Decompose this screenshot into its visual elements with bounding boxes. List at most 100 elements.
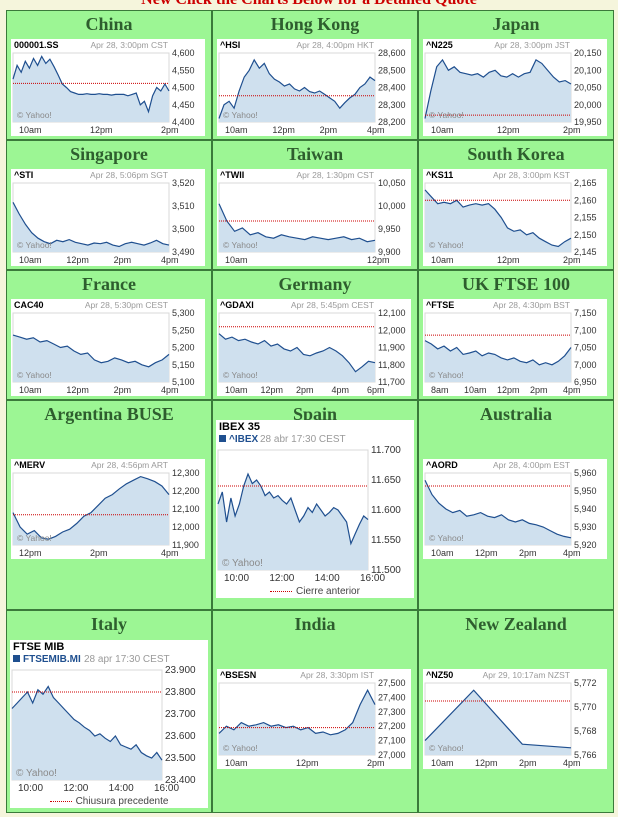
x-tick-label: 10am [19,385,42,395]
page-banner[interactable]: New Click the Charts Below for a Detaile… [0,0,618,8]
series-area [425,690,571,755]
index-chart[interactable]: 28,600 28,500 28,400 28,300 28,200 10am 12pm 2p… [217,39,411,136]
yahoo-watermark: © Yahoo! [429,110,464,120]
timestamp: Apr 28, 1:30pm CST [296,170,374,180]
x-tick-label: 4pm [563,385,581,395]
index-chart[interactable]: 12,300 12,200 12,100 12,000 11,900 12pm 2pm 4pm… [11,459,205,559]
y-tick-label: 5,770 [574,702,597,712]
region-italy[interactable]: Italy 23.900 23.800 23.700 23.600 23.500 23.40… [6,610,212,813]
y-tick-label: 11.650 [371,475,401,486]
series-area [13,202,169,252]
region-hong-kong[interactable]: Hong Kong 28,600 28,500 28,400 28,300 28,200 1… [212,10,418,140]
y-tick-label: 23.400 [165,775,196,786]
x-tick-label: 12pm [497,255,520,265]
series-area [425,59,571,122]
series-area [13,335,169,382]
index-chart[interactable]: 4,600 4,550 4,500 4,450 4,400 10am 12pm 2pm © Ya… [11,39,205,136]
timestamp: 28 apr 17:30 CEST [84,654,170,665]
y-tick-label: 20,150 [574,48,602,58]
x-tick-label: 2pm [296,385,314,395]
series-line [12,334,170,368]
timestamp: Apr 28, 3:30pm IST [300,670,374,680]
yahoo-watermark: © Yahoo! [16,768,57,779]
region-singapore[interactable]: Singapore 3,520 3,510 3,500 3,490 10am 12pm 2pm… [6,140,212,270]
y-tick-label: 5,300 [172,308,195,318]
y-tick-label: 7,150 [574,308,597,318]
x-tick-label: 14:00 [109,783,134,794]
x-tick-label: 2pm [320,125,338,135]
region-taiwan[interactable]: Taiwan 10,050 10,000 9,950 9,900 10am 12pm © Ya… [212,140,418,270]
yahoo-watermark: © Yahoo! [429,743,464,753]
y-tick-label: 12,300 [172,468,200,478]
x-tick-label: 10am [225,385,248,395]
region-argentina-buse[interactable]: Argentina BUSE 12,300 12,200 12,100 12,000 11… [6,400,212,610]
index-chart[interactable]: 12,100 12,000 11,900 11,800 11,700 10am 12pm 2p… [217,299,411,396]
yahoo-watermark: © Yahoo! [429,370,464,380]
index-chart[interactable]: 7,150 7,100 7,050 7,000 6,950 8am 10am 12pm 2pm 4… [423,299,607,396]
index-chart[interactable]: 20,150 20,100 20,050 20,000 19,950 10am 12pm 2p… [423,39,607,136]
x-tick-label: 10am [225,255,248,265]
y-tick-label: 23.500 [165,753,196,764]
region-japan[interactable]: Japan 20,150 20,100 20,050 20,000 19,950 10am 1… [418,10,614,140]
y-tick-label: 20,050 [574,83,602,93]
index-chart[interactable]: 5,300 5,250 5,200 5,150 5,100 10am 12pm 2pm 4pm ©… [11,299,205,396]
region-title: France [82,274,136,294]
index-chart[interactable]: 11.700 11.650 11.600 11.550 11.500 10:00 12:00… [216,420,414,598]
index-chart[interactable]: 23.900 23.800 23.700 23.600 23.500 23.400 10:0… [10,640,208,808]
region-germany[interactable]: Germany 12,100 12,000 11,900 11,800 11,700 10a… [212,270,418,400]
y-tick-label: 7,000 [574,360,597,370]
symbol-label: ^NZ50 [426,670,454,680]
yahoo-watermark: © Yahoo! [223,110,258,120]
region-title: New Zealand [465,614,567,634]
timestamp: Apr 28, 4:56pm ART [91,460,168,470]
x-tick-label: 14:00 [315,573,340,584]
yahoo-watermark: © Yahoo! [17,533,52,543]
series-area [425,480,571,545]
chart-plot: 20,150 20,100 20,050 20,000 19,950 10am 12pm 2p… [424,48,602,135]
timestamp: Apr 28, 5:45pm CEST [290,300,374,310]
index-chart[interactable]: 5,772 5,770 5,768 5,766 10am 12pm 2pm 4pm © Yaho… [423,669,607,769]
y-tick-label: 6,950 [574,377,597,387]
x-tick-label: 2pm [563,125,581,135]
x-tick-label: 12pm [261,385,284,395]
y-tick-label: 5,920 [574,540,597,550]
index-chart[interactable]: 2,165 2,160 2,155 2,150 2,145 10am 12pm 2pm © Ya… [423,169,607,266]
chart-plot: 5,960 5,950 5,940 5,930 5,920 10am 12pm 2pm 4pm ©… [424,468,597,558]
series-line [424,189,572,248]
y-tick-label: 4,400 [172,117,195,127]
y-tick-label: 23.700 [165,709,196,720]
symbol-label: ^HSI [220,40,241,50]
series-line [12,202,170,248]
y-tick-label: 12,000 [378,325,406,335]
symbol-label: 000001.SS [14,40,59,50]
region-spain[interactable]: Spain 11.700 11.650 11.600 11.550 11.500 10:00… [212,400,418,610]
region-south-korea[interactable]: South Korea 2,165 2,160 2,155 2,150 2,145 10am… [418,140,614,270]
y-tick-label: 28,200 [378,117,406,127]
series-area [218,474,368,570]
region-china[interactable]: China 4,600 4,550 4,500 4,450 4,400 10am 12pm 2p… [6,10,212,140]
index-chart[interactable]: 3,520 3,510 3,500 3,490 10am 12pm 2pm 4pm © Yaho… [11,169,205,266]
yahoo-watermark: © Yahoo! [223,240,258,250]
index-chart[interactable]: 10,050 10,000 9,950 9,900 10am 12pm © Yahoo! ^T… [217,169,411,266]
y-tick-label: 27,000 [378,750,406,760]
yahoo-watermark: © Yahoo! [223,370,258,380]
symbol-label: ^GDAXI [220,300,254,310]
x-tick-label: 10am [19,255,42,265]
chart-plot: 5,300 5,250 5,200 5,150 5,100 10am 12pm 2pm 4pm ©… [12,308,195,395]
region-uk-ftse-100[interactable]: UK FTSE 100 7,150 7,100 7,050 7,000 6,950 8am 1… [418,270,614,400]
index-chart[interactable]: 5,960 5,950 5,940 5,930 5,920 10am 12pm 2pm 4pm ©… [423,459,607,559]
index-chart[interactable]: 27,500 27,400 27,300 27,200 27,100 27,000 10am… [217,669,411,769]
market-grid: China 4,600 4,550 4,500 4,450 4,400 10am 12pm 2p… [6,10,614,813]
y-tick-label: 2,145 [574,247,597,257]
region-title: Australia [480,404,552,424]
region-australia[interactable]: Australia 5,960 5,950 5,940 5,930 5,920 10am 12… [418,400,614,610]
region-india[interactable]: India 27,500 27,400 27,300 27,200 27,100 27,00… [212,610,418,813]
y-tick-label: 11.550 [371,535,401,546]
series-area [13,56,169,122]
chart-plot: 7,150 7,100 7,050 7,000 6,950 8am 10am 12pm 2pm 4… [424,308,597,395]
region-new-zealand[interactable]: New Zealand 5,772 5,770 5,768 5,766 10am 12pm 2… [418,610,614,813]
series-area [219,59,375,122]
x-tick-label: 4pm [332,385,350,395]
timestamp: Apr 28, 5:06pm SGT [90,170,168,180]
region-france[interactable]: France 5,300 5,250 5,200 5,150 5,100 10am 12pm 2… [6,270,212,400]
